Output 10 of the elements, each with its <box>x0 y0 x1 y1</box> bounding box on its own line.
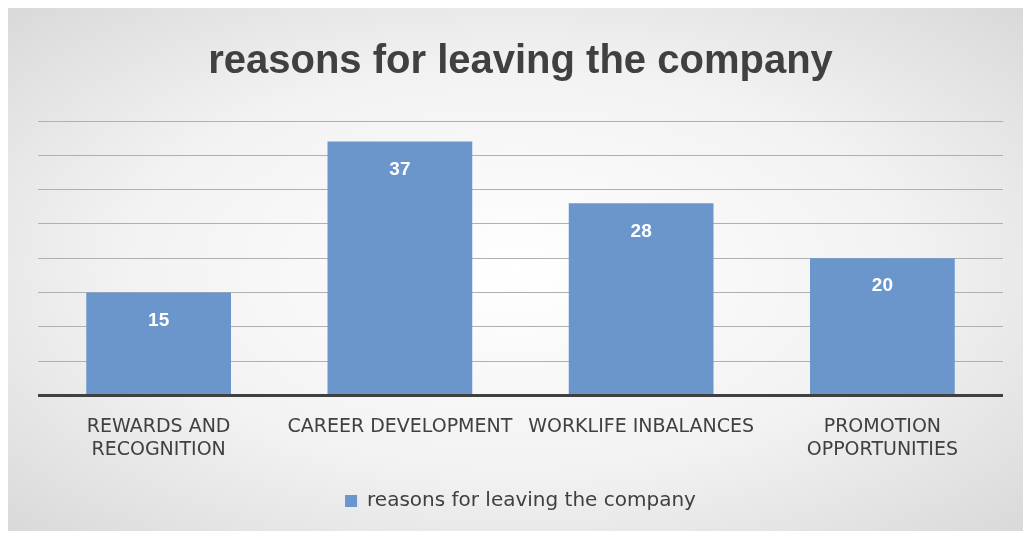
data-label: 37 <box>389 157 411 179</box>
x-tick-label: PROMOTION OPPORTUNITIES <box>806 413 958 459</box>
x-tick-label: WORKLIFE INBALANCES <box>528 413 755 436</box>
legend-label: reasons for leaving the company <box>367 487 697 512</box>
data-label: 15 <box>148 308 170 330</box>
x-tick-label: REWARDS AND RECOGNITION <box>86 413 231 459</box>
data-label: 28 <box>630 219 652 241</box>
x-tick-label: CAREER DEVELOPMENT <box>287 413 513 436</box>
data-label: 20 <box>871 274 893 296</box>
chart-title: reasons for leaving the company <box>208 37 834 82</box>
